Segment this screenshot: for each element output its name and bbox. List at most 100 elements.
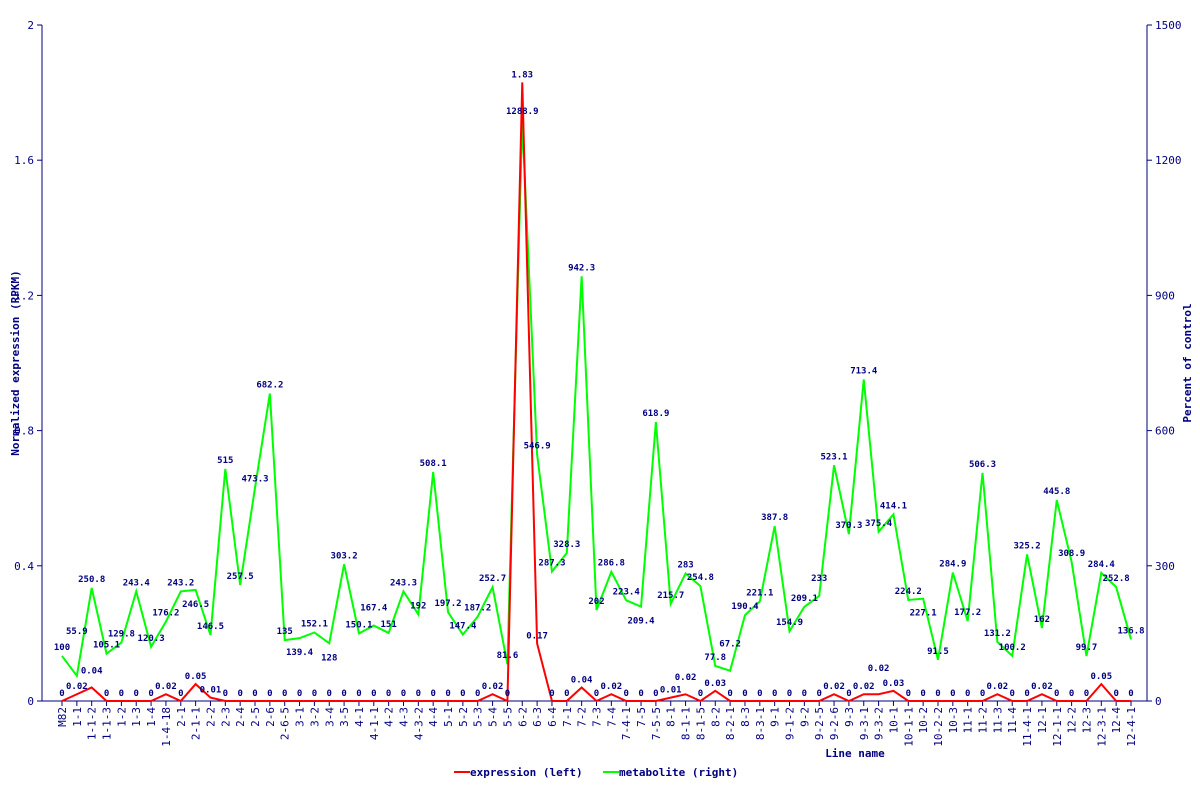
data-label-expression: 0.05	[1090, 672, 1112, 682]
y-tick-label: 1.2	[14, 289, 34, 302]
data-label-metabolite: 150.1	[345, 620, 372, 630]
data-label-metabolite: 287.3	[538, 559, 565, 569]
data-label-expression: 0	[564, 689, 569, 699]
data-label-expression: 0	[1069, 689, 1074, 699]
data-label-expression: 0	[787, 689, 792, 699]
x-tick-label: 1-3	[130, 707, 143, 727]
data-label-expression: 0	[1113, 689, 1118, 699]
x-tick-label: 6-2	[516, 707, 529, 727]
data-label-metabolite: 77.8	[704, 653, 726, 663]
data-label-metabolite: 152.1	[301, 619, 328, 629]
data-label-expression: 0	[475, 689, 480, 699]
data-label-metabolite: 224.2	[895, 587, 922, 597]
x-tick-label: 5-4	[487, 707, 500, 727]
data-label-metabolite: 223.4	[613, 587, 641, 597]
data-label-expression: 0	[401, 689, 406, 699]
data-label-expression: 0	[1024, 689, 1029, 699]
data-label-metabolite: 105.1	[93, 641, 120, 651]
data-label-metabolite: 243.4	[123, 578, 151, 588]
data-label-metabolite: 146.5	[197, 622, 224, 632]
x-tick-label: 2-5	[249, 707, 262, 727]
data-label-metabolite: 215.7	[657, 591, 684, 601]
data-label-metabolite: 506.3	[969, 460, 996, 470]
data-label-metabolite: 325.2	[1014, 541, 1041, 551]
x-tick-label: 10-3	[947, 707, 960, 734]
right-y-ticks: 0 300 600 900 1200 1500	[1147, 19, 1182, 708]
y2-tick-label: 900	[1155, 289, 1175, 302]
x-tick-label: 4-3	[397, 707, 410, 727]
data-label-metabolite: 167.4	[360, 604, 388, 614]
data-label-metabolite: 243.3	[390, 578, 417, 588]
x-tick-label: 7-4-1	[620, 707, 633, 740]
x-tick-label: 9-2	[798, 707, 811, 727]
x-ticks: M82 1-1 1-1-2 1-1-3 1-2 1-3 1-4 1-4-18 2-1 2-1-1 2…	[56, 701, 1138, 747]
x-tick-label: 7-3	[591, 707, 604, 727]
series-lines	[61, 82, 1132, 703]
data-label-expression: 0	[980, 689, 985, 699]
data-label-metabolite: 177.2	[954, 608, 981, 618]
x-tick-label: 6-3	[531, 707, 544, 727]
data-label-expression: 0	[549, 689, 554, 699]
x-tick-label: 2-1-1	[190, 707, 203, 740]
x-tick-label: 1-1	[71, 707, 84, 727]
data-label-metabolite: 523.1	[821, 452, 848, 462]
y2-tick-label: 0	[1155, 695, 1162, 708]
data-label-expression: 0	[267, 689, 272, 699]
x-tick-label: 4-1	[353, 707, 366, 727]
data-label-expression: 0	[1084, 689, 1089, 699]
data-label-expression: 0	[297, 689, 302, 699]
data-label-metabolite: 91.5	[927, 647, 949, 657]
data-label-metabolite: 135	[277, 627, 293, 637]
data-label-metabolite: 286.8	[598, 559, 625, 569]
data-label-expression: 0	[59, 689, 64, 699]
data-label-expression: 0	[237, 689, 242, 699]
data-label-expression: 0	[430, 689, 435, 699]
data-label-metabolite: 682.2	[256, 381, 283, 391]
data-label-expression: 0.02	[155, 682, 177, 692]
data-label-metabolite: 192	[410, 601, 426, 611]
x-tick-label: 4-3-2	[412, 707, 425, 740]
data-label-metabolite: 370.3	[835, 521, 862, 531]
legend-label-metabolite: metabolite (right)	[619, 766, 738, 779]
data-label-metabolite: 303.2	[331, 551, 358, 561]
data-label-expression: 0	[134, 689, 139, 699]
data-label-expression: 0	[371, 689, 376, 699]
x-tick-label: 9-2-5	[813, 707, 826, 740]
x-tick-label: 9-1	[769, 707, 782, 727]
data-label-expression: 0	[148, 689, 153, 699]
data-label-expression: 0	[816, 689, 821, 699]
x-tick-label: 9-2-6	[828, 707, 841, 740]
x-tick-label: M82	[56, 707, 69, 727]
x-tick-label: 10-2-2	[932, 707, 945, 747]
data-label-expression: 0.04	[571, 675, 593, 685]
x-tick-label: 12-2	[1066, 707, 1079, 734]
data-label-expression: 0	[594, 689, 599, 699]
data-label-metabolite: 1288.9	[506, 107, 539, 117]
x-tick-label: 12-1	[1036, 707, 1049, 734]
x-tick-label: 9-3	[843, 707, 856, 727]
x-tick-label: 10-2	[917, 707, 930, 734]
y-tick-label: 0.8	[14, 425, 34, 438]
data-label-metabolite: 100	[54, 643, 70, 653]
x-tick-label: 4-2	[383, 707, 396, 727]
data-label-expression: 0	[935, 689, 940, 699]
x-tick-label: 11-4-1	[1021, 707, 1034, 747]
y-tick-label: 0	[27, 695, 34, 708]
data-label-metabolite: 328.3	[553, 540, 580, 550]
data-label-metabolite: 546.9	[524, 442, 551, 452]
data-label-metabolite: 100.2	[999, 643, 1026, 653]
x-tick-label: 12-1-1	[1051, 707, 1064, 747]
data-label-expression: 0.02	[482, 682, 504, 692]
x-tick-label: 1-2	[115, 707, 128, 727]
data-label-metabolite: 445.8	[1043, 487, 1070, 497]
data-label-metabolite: 284.4	[1088, 560, 1116, 570]
y2-axis-title: Percent of control	[1181, 303, 1194, 422]
data-label-expression: 0	[178, 689, 183, 699]
data-label-expression: 0	[119, 689, 124, 699]
data-label-expression: 0	[341, 689, 346, 699]
legend-label-expression: expression (left)	[470, 766, 583, 779]
x-tick-label: 6-4	[546, 707, 559, 727]
x-tick-label: 3-1	[294, 707, 307, 727]
y2-tick-label: 1500	[1155, 19, 1182, 32]
